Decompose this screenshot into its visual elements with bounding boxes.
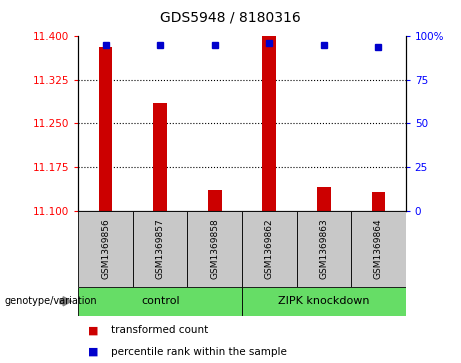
Bar: [317, 187, 331, 211]
Text: ■: ■: [88, 347, 98, 357]
Text: ■: ■: [88, 325, 98, 335]
Text: GSM1369862: GSM1369862: [265, 218, 274, 279]
Text: genotype/variation: genotype/variation: [5, 296, 97, 306]
Bar: [154, 103, 167, 211]
Bar: [242, 287, 406, 316]
Bar: [78, 211, 133, 287]
Text: GSM1369858: GSM1369858: [210, 218, 219, 279]
Text: GSM1369856: GSM1369856: [101, 218, 110, 279]
Text: GSM1369863: GSM1369863: [319, 218, 328, 279]
Text: GSM1369857: GSM1369857: [156, 218, 165, 279]
Bar: [78, 287, 242, 316]
Bar: [351, 211, 406, 287]
Text: GDS5948 / 8180316: GDS5948 / 8180316: [160, 11, 301, 25]
Text: percentile rank within the sample: percentile rank within the sample: [111, 347, 287, 357]
Bar: [262, 36, 276, 211]
Text: GSM1369864: GSM1369864: [374, 218, 383, 279]
Text: control: control: [141, 296, 179, 306]
Bar: [242, 211, 296, 287]
Bar: [188, 211, 242, 287]
Bar: [133, 211, 188, 287]
Bar: [208, 190, 222, 211]
Bar: [296, 211, 351, 287]
Bar: [99, 47, 112, 211]
Bar: [372, 192, 385, 211]
Text: transformed count: transformed count: [111, 325, 208, 335]
Text: ZIPK knockdown: ZIPK knockdown: [278, 296, 370, 306]
